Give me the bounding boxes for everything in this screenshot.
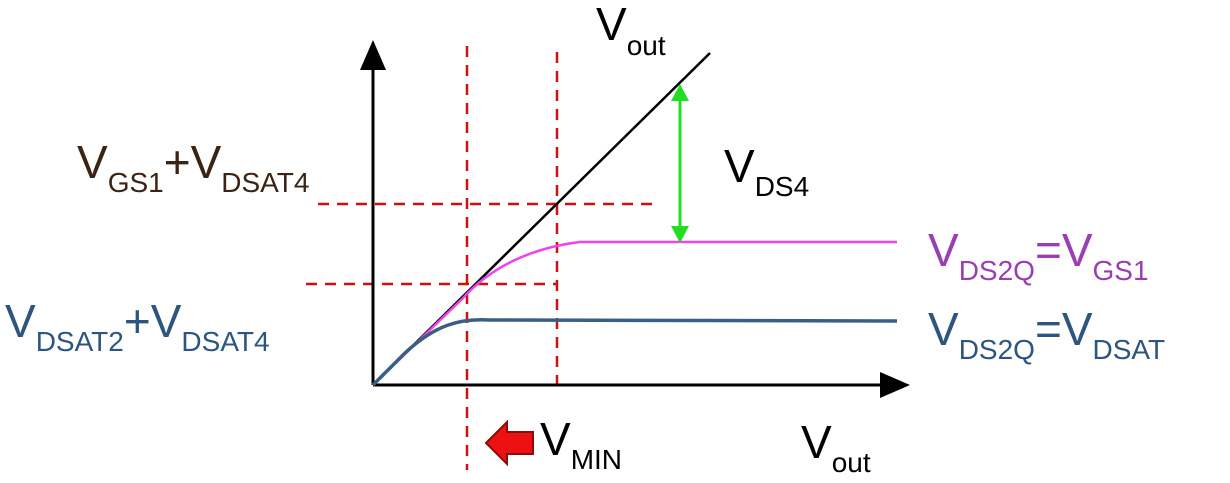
label-vds2q-eq-vgs1: VDS2Q=VGS1 <box>928 224 1149 286</box>
label-dsat-v: V <box>1062 303 1093 355</box>
label-gs1-v: V <box>1062 224 1093 276</box>
label-gs1-sub: GS1 <box>1093 255 1149 286</box>
label-vds2q-b-eq: = <box>1035 303 1062 355</box>
label-vout-axis-sub: out <box>832 447 871 478</box>
blue-curve <box>371 317 898 387</box>
label-vds2q-b-sub: DS2Q <box>959 334 1035 365</box>
label-vdsat2-v: V <box>5 295 36 347</box>
label-vout-top: Vout <box>596 0 666 61</box>
label-vgs1-sub: GS1 <box>108 167 164 198</box>
label-vgs1-v: V <box>77 136 108 188</box>
label-vout-axis-main: V <box>801 416 832 468</box>
label-vds4-main: V <box>724 140 755 192</box>
magenta-curve <box>372 240 897 386</box>
label-vmin-sub: MIN <box>571 444 622 475</box>
label-vdsat2-sub: DSAT2 <box>36 326 124 357</box>
label-vout-top-main: V <box>596 0 627 50</box>
label-dsat-sub: DSAT <box>1093 334 1166 365</box>
label-vdsat4b-v: V <box>151 295 182 347</box>
label-vds4-sub: DS4 <box>755 171 809 202</box>
label-vdsat4-v: V <box>191 136 222 188</box>
label-vdsat4b-sub: DSAT4 <box>181 326 269 357</box>
label-vdsat4-sub: DSAT4 <box>221 167 309 198</box>
label-vds2q-b-v: V <box>928 303 959 355</box>
label-vgs1-plus-vdsat4: VGS1+VDSAT4 <box>77 136 309 198</box>
label-vout-top-sub: out <box>627 30 666 61</box>
axes <box>360 40 910 398</box>
label-vds2q-sub: DS2Q <box>959 255 1035 286</box>
y-axis-arrowhead-icon <box>360 40 386 70</box>
label-vds2q-eq: = <box>1035 224 1062 276</box>
x-axis-arrowhead-icon <box>880 372 910 398</box>
label-vds2q-v: V <box>928 224 959 276</box>
label-vmin: VMIN <box>540 413 622 475</box>
vmin-left-arrow-icon <box>484 419 534 467</box>
label-vgs1-plus: + <box>164 136 191 188</box>
label-vdsat-sum-plus: + <box>124 295 151 347</box>
vds4-double-headed-arrow-icon <box>671 84 689 243</box>
label-vds2q-eq-vdsat: VDS2Q=VDSAT <box>928 303 1165 365</box>
label-vmin-main: V <box>540 413 571 465</box>
label-vdsat2-plus-vdsat4: VDSAT2+VDSAT4 <box>5 295 270 357</box>
label-vds4: VDS4 <box>724 140 809 202</box>
dashed-guides <box>306 46 655 470</box>
label-vout-axis: Vout <box>801 416 871 478</box>
